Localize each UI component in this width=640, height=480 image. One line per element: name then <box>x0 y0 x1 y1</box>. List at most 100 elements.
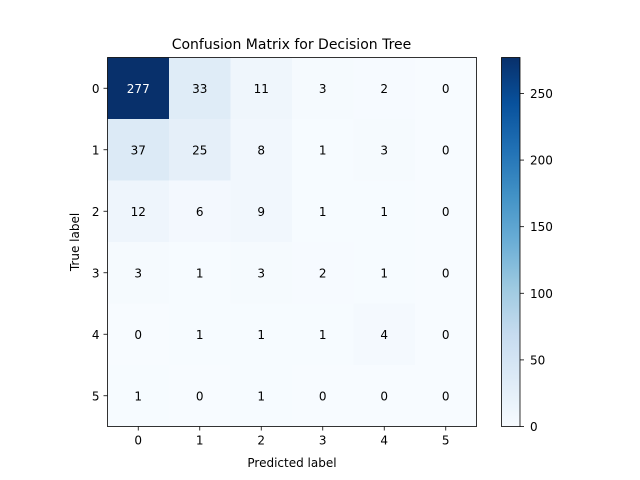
y-tick-label: 0 <box>92 82 100 96</box>
heatmap-cell <box>107 180 170 243</box>
cell-value-label: 0 <box>442 205 450 219</box>
cell-value-label: 1 <box>257 389 265 403</box>
cell-value-label: 1 <box>380 266 388 280</box>
cell-value-label: 1 <box>319 143 327 157</box>
heatmap-cell <box>353 57 416 120</box>
cell-value-label: 0 <box>442 328 450 342</box>
colorbar-tick-label: 100 <box>530 287 553 301</box>
y-tick-label: 3 <box>92 266 100 280</box>
y-tick-label: 4 <box>92 328 100 342</box>
cell-value-label: 1 <box>196 266 204 280</box>
y-axis-label: True label <box>68 213 82 272</box>
x-tick-label: 1 <box>196 434 204 448</box>
heatmap-cell <box>292 180 354 243</box>
y-axis-ticks: 0 1 2 3 4 5 <box>92 82 108 403</box>
heatmap-cell <box>107 242 170 304</box>
plot-frame <box>107 57 477 427</box>
heatmap-cell <box>415 180 477 243</box>
heatmap-cell <box>169 119 231 181</box>
cell-value-label: 6 <box>196 205 204 219</box>
heatmap-cell <box>230 365 293 427</box>
y-tick-label: 5 <box>92 389 100 403</box>
colorbar-tick-label: 150 <box>530 220 553 234</box>
heatmap-cell <box>107 365 170 427</box>
cell-value-label: 25 <box>192 143 207 157</box>
heatmap-cell <box>415 365 477 427</box>
cell-value-label: 1 <box>319 205 327 219</box>
cell-value-label: 0 <box>319 389 327 403</box>
heatmap-cell <box>415 119 477 181</box>
cell-value-label: 2 <box>380 82 388 96</box>
cell-value-label: 0 <box>196 389 204 403</box>
heatmap-cell <box>415 303 477 366</box>
cell-value-label: 11 <box>254 82 269 96</box>
heatmap-cell-labels: 277 33 11 3 2 037 25 8 1 3 012 6 9 1 1 03 1 3 2 1 00 1 1 1 4 01 0 1… <box>127 82 450 404</box>
x-tick-label: 3 <box>319 434 327 448</box>
colorbar-tick-label: 0 <box>530 420 538 434</box>
heatmap-cell <box>292 365 354 427</box>
x-tick-label: 4 <box>380 434 388 448</box>
cell-value-label: 0 <box>380 389 388 403</box>
heatmap-cell <box>292 242 354 304</box>
x-tick-label: 2 <box>257 434 265 448</box>
cell-value-label: 2 <box>319 266 327 280</box>
x-axis-label: Predicted label <box>247 456 336 470</box>
cell-value-label: 0 <box>442 389 450 403</box>
cell-value-label: 3 <box>257 266 265 280</box>
chart-title: Confusion Matrix for Decision Tree <box>172 37 412 53</box>
heatmap-cell <box>292 119 354 181</box>
cell-value-label: 1 <box>134 389 142 403</box>
heatmap-cell <box>230 242 293 304</box>
cell-value-label: 3 <box>380 143 388 157</box>
heatmap-cell <box>353 365 416 427</box>
heatmap-cell <box>169 180 231 243</box>
heatmap-cell <box>353 242 416 304</box>
heatmap-cell <box>107 57 170 120</box>
cell-value-label: 0 <box>442 143 450 157</box>
heatmap-cell <box>353 180 416 243</box>
x-tick-label: 0 <box>134 434 142 448</box>
cell-value-label: 37 <box>131 143 146 157</box>
heatmap-cell <box>107 119 170 181</box>
cell-value-label: 0 <box>442 82 450 96</box>
heatmap-cell <box>292 57 354 120</box>
cell-value-label: 8 <box>257 143 265 157</box>
y-tick-label: 1 <box>92 143 100 157</box>
cell-value-label: 1 <box>319 328 327 342</box>
cell-value-label: 9 <box>257 205 265 219</box>
heatmap-cell <box>230 57 293 120</box>
colorbar-ticks: 0 50 100 150 200 250 <box>520 87 553 434</box>
y-tick-label: 2 <box>92 205 100 219</box>
heatmap-cell <box>415 57 477 120</box>
cell-value-label: 1 <box>196 328 204 342</box>
x-tick-label: 5 <box>442 434 450 448</box>
heatmap-cell <box>169 242 231 304</box>
heatmap-cell <box>169 365 231 427</box>
cell-value-label: 0 <box>134 328 142 342</box>
cell-value-label: 33 <box>192 82 207 96</box>
cell-value-label: 3 <box>319 82 327 96</box>
cell-value-label: 3 <box>134 266 142 280</box>
cell-value-label: 0 <box>442 266 450 280</box>
heatmap-cell <box>230 303 293 366</box>
heatmap-cell <box>292 303 354 366</box>
heatmap-cell <box>415 242 477 304</box>
cell-value-label: 1 <box>257 328 265 342</box>
cell-value-label: 4 <box>380 328 388 342</box>
heatmap-cells <box>107 57 477 427</box>
colorbar <box>501 57 521 427</box>
cell-value-label: 277 <box>127 82 150 96</box>
colorbar-tick-label: 250 <box>530 87 553 101</box>
cell-value-label: 1 <box>380 205 388 219</box>
heatmap-cell <box>169 303 231 366</box>
heatmap-cell <box>230 119 293 181</box>
heatmap-cell <box>353 119 416 181</box>
heatmap-cell <box>169 57 231 120</box>
colorbar-tick-label: 200 <box>530 154 553 168</box>
x-axis-ticks: 0 1 2 3 4 5 <box>134 426 450 448</box>
heatmap-cell <box>230 180 293 243</box>
heatmap-cell <box>107 303 170 366</box>
colorbar-tick-label: 50 <box>530 353 545 367</box>
heatmap-cell <box>353 303 416 366</box>
